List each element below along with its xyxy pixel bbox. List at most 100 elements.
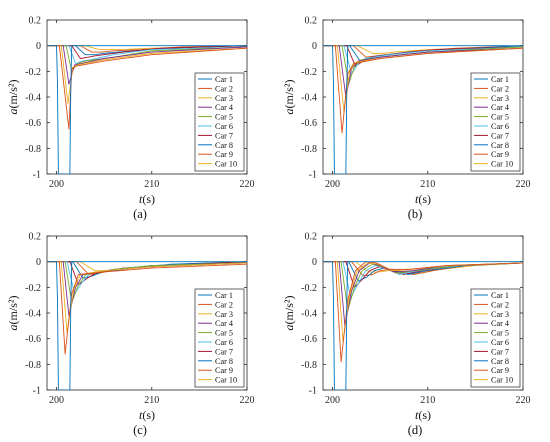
x-axis-label-unit: (s) — [142, 408, 155, 422]
series-group — [323, 261, 523, 390]
legend-label: Car 3 — [491, 94, 509, 103]
legend-label: Car 5 — [215, 113, 233, 122]
series-line-car-9 — [47, 45, 247, 53]
legend-label: Car 4 — [491, 319, 509, 328]
y-tick-label: -0.6 — [25, 334, 41, 345]
x-tick-label: 210 — [420, 179, 435, 190]
chart-panel: 0.2 0 -0.2 -0.4 -0.6 -0.8 -1 200 210 220 t(s) a(m/s… — [6, 232, 255, 438]
series-group — [323, 45, 523, 174]
y-tick-label: -0.6 — [301, 118, 317, 129]
panel-caption: (b) — [408, 207, 423, 221]
y-tick-label: -0.4 — [301, 309, 317, 320]
series-line-car-2 — [323, 45, 523, 134]
legend-label: Car 5 — [491, 329, 509, 338]
series-line-car-8 — [47, 45, 247, 56]
legend-label: Car 4 — [215, 319, 233, 328]
y-tick-label: -1 — [33, 386, 41, 397]
y-tick-label: -0.2 — [301, 283, 317, 294]
x-axis-label: t(s) — [139, 408, 155, 422]
y-tick-label: -0.8 — [25, 144, 41, 155]
x-tick-label: 200 — [325, 395, 340, 406]
x-tick-label: 220 — [240, 395, 255, 406]
series-line-car-3 — [47, 261, 247, 333]
y-tick-label: 0 — [36, 257, 41, 268]
legend-label: Car 4 — [215, 103, 233, 112]
panel-caption: (a) — [133, 207, 147, 221]
chart-panel: 0.2 0 -0.2 -0.4 -0.6 -0.8 -1 200 210 220 t(s) a(m/s… — [6, 16, 255, 222]
legend-label: Car 4 — [491, 103, 509, 112]
legend-label: Car 1 — [215, 291, 233, 300]
series-line-car-7 — [47, 45, 247, 59]
chart-panel: 0.2 0 -0.2 -0.4 -0.6 -0.8 -1 200 210 220 t(s) a(m/s… — [282, 232, 531, 438]
series-line-car-6 — [47, 45, 247, 65]
series-line-car-5 — [47, 261, 247, 304]
legend-label: Car 2 — [215, 300, 233, 309]
x-axis-label-symbol: t — [139, 408, 143, 422]
y-tick-label: -0.4 — [25, 309, 41, 320]
x-axis-label: t(s) — [415, 192, 431, 206]
y-tick-label: 0 — [312, 257, 317, 268]
y-tick-label: -0.4 — [25, 93, 41, 104]
legend-label: Car 1 — [491, 291, 509, 300]
y-tick-label: -0.2 — [25, 67, 41, 78]
legend-label: Car 3 — [215, 94, 233, 103]
y-axis-label-symbol: a — [6, 324, 20, 330]
y-axis-label-unit: (m/s²) — [282, 296, 296, 325]
y-axis-label: a(m/s²) — [282, 296, 296, 331]
chart-panel: 0.2 0 -0.2 -0.4 -0.6 -0.8 -1 200 210 220 t(s) a(m/s… — [282, 16, 531, 222]
y-tick-label: -1 — [33, 170, 41, 181]
y-tick-label: -0.2 — [25, 283, 41, 294]
series-line-car-1 — [323, 261, 523, 390]
panel-caption: (c) — [133, 423, 147, 437]
y-tick-label: 0.2 — [29, 16, 42, 27]
panel-caption: (d) — [408, 423, 423, 437]
y-axis-label-symbol: a — [282, 324, 296, 330]
x-tick-label: 220 — [516, 395, 531, 406]
x-tick-label: 220 — [516, 179, 531, 190]
x-tick-label: 220 — [240, 179, 255, 190]
y-axis-label: a(m/s²) — [6, 296, 20, 331]
y-axis-label-symbol: a — [6, 108, 20, 114]
legend-label: Car 9 — [491, 150, 509, 159]
y-axis-label-unit: (m/s²) — [282, 80, 296, 109]
legend-label: Car 3 — [491, 310, 509, 319]
legend-label: Car 9 — [215, 150, 233, 159]
series-line-car-4 — [47, 45, 247, 85]
y-tick-label: -0.8 — [301, 144, 317, 155]
legend-label: Car 8 — [215, 357, 233, 366]
series-line-car-1 — [47, 261, 247, 390]
legend-label: Car 1 — [491, 75, 509, 84]
legend-label: Car 10 — [491, 160, 513, 169]
legend-label: Car 6 — [491, 122, 509, 131]
y-axis-label: a(m/s²) — [6, 80, 20, 115]
series-group — [47, 261, 247, 390]
series-line-car-1 — [47, 45, 247, 174]
x-tick-label: 210 — [420, 395, 435, 406]
legend-label: Car 5 — [491, 113, 509, 122]
x-axis-label-unit: (s) — [418, 408, 431, 422]
x-axis-label: t(s) — [139, 192, 155, 206]
x-tick-label: 200 — [49, 395, 64, 406]
legend-label: Car 7 — [215, 131, 233, 140]
x-tick-label: 210 — [144, 179, 159, 190]
legend-label: Car 10 — [215, 160, 237, 169]
y-tick-label: 0 — [312, 41, 317, 52]
legend-label: Car 6 — [215, 338, 233, 347]
series-line-car-4 — [323, 45, 523, 98]
legend-label: Car 10 — [491, 376, 513, 385]
y-tick-label: -1 — [309, 386, 317, 397]
y-tick-label: -0.8 — [301, 360, 317, 371]
y-tick-label: -0.6 — [301, 334, 317, 345]
y-axis-label-unit: (m/s²) — [6, 296, 20, 325]
x-tick-label: 210 — [144, 395, 159, 406]
legend-label: Car 5 — [215, 329, 233, 338]
y-tick-label: -1 — [309, 170, 317, 181]
legend-label: Car 8 — [215, 141, 233, 150]
x-tick-label: 200 — [49, 179, 64, 190]
y-tick-label: -0.4 — [301, 93, 317, 104]
y-tick-label: 0 — [36, 41, 41, 52]
